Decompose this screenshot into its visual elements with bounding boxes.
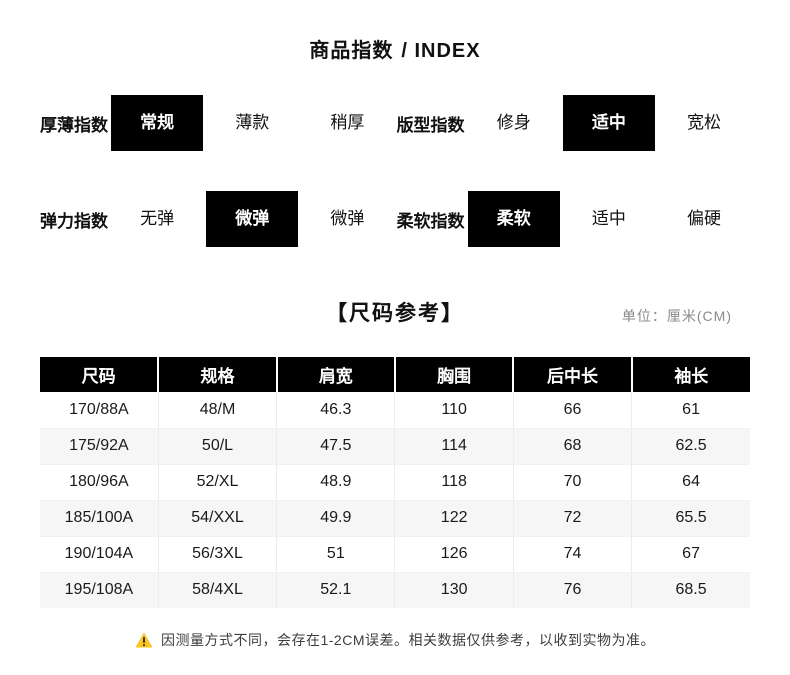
table-cell: 48/M (158, 392, 278, 429)
table-cell: 170/88A (40, 392, 159, 429)
table-row: 190/104A 56/3XL 51 126 74 67 (40, 536, 750, 573)
table-cell: 190/104A (40, 536, 159, 573)
thickness-option-regular: 常规 (111, 95, 204, 151)
size-table-header-row: 尺码 规格 肩宽 胸围 后中长 袖长 (40, 357, 750, 392)
page-title: 商品指数 / INDEX (0, 0, 790, 63)
table-cell: 66 (513, 392, 633, 429)
size-section-header: 【尺码参考】 单位：厘米(CM) (0, 297, 790, 329)
stretch-index-label: 弹力指数 (40, 211, 108, 231)
table-row: 175/92A 50/L 47.5 114 68 62.5 (40, 428, 750, 465)
stretch-option-none: 无弹 (140, 209, 175, 228)
size-table: 尺码 规格 肩宽 胸围 后中长 袖长 170/88A 48/M 46.3 110… (40, 357, 750, 608)
size-section-title: 【尺码参考】 (326, 302, 464, 325)
header-cell-size: 尺码 (40, 357, 160, 392)
footer-note: 因测量方式不同，会存在1-2CM误差。相关数据仅供参考，以收到实物为准。 (0, 630, 790, 650)
unit-label: 单位：厘米(CM) (621, 308, 732, 324)
header-cell-spec: 规格 (158, 357, 278, 392)
warning-icon (135, 632, 153, 648)
header-cell-shoulder: 肩宽 (276, 357, 396, 392)
table-cell: 65.5 (631, 500, 750, 537)
footer-note-text: 因测量方式不同，会存在1-2CM误差。相关数据仅供参考，以收到实物为准。 (160, 632, 655, 648)
table-cell: 51 (276, 536, 396, 573)
table-cell: 52/XL (158, 464, 278, 501)
softness-option-medium: 适中 (591, 209, 626, 228)
table-cell: 70 (513, 464, 633, 501)
table-cell: 118 (394, 464, 514, 501)
fit-option-loose: 宽松 (686, 113, 721, 132)
table-cell: 67 (631, 536, 750, 573)
stretch-option-slight-selected: 微弹 (206, 191, 299, 247)
header-cell-sleeve: 袖长 (631, 357, 750, 392)
thickness-index-label: 厚薄指数 (40, 115, 108, 135)
table-cell: 56/3XL (158, 536, 278, 573)
table-cell: 61 (631, 392, 750, 429)
table-row: 185/100A 54/XXL 49.9 122 72 65.5 (40, 500, 750, 537)
table-cell: 50/L (158, 428, 278, 465)
table-cell: 68.5 (675, 581, 707, 599)
table-row: 195/108A 58/4XL 52.1 130 76 68.5 (40, 572, 750, 608)
table-cell: 62.5 (631, 428, 750, 465)
table-cell: 114 (394, 428, 514, 465)
table-cell: 48.9 (276, 464, 396, 501)
table-cell: 185/100A (40, 500, 159, 537)
table-cell: 126 (394, 536, 514, 573)
table-cell: 58/4XL (158, 572, 278, 608)
page-title-en: / INDEX (401, 40, 481, 62)
table-cell: 47.5 (276, 428, 396, 465)
table-cell: 46.3 (276, 392, 396, 429)
table-cell: 76 (513, 572, 633, 608)
header-cell-back-length: 后中长 (513, 357, 633, 392)
table-cell: 74 (513, 536, 633, 573)
fit-option-medium: 适中 (562, 95, 655, 151)
table-cell: 68 (513, 428, 633, 465)
table-row: 170/88A 48/M 46.3 110 66 61 (40, 392, 750, 429)
thickness-option-thin: 薄款 (235, 113, 270, 132)
softness-option-soft: 柔软 (467, 191, 560, 247)
table-cell: 122 (394, 500, 514, 537)
table-cell: 54/XXL (158, 500, 278, 537)
thickness-option-thick: 稍厚 (330, 113, 365, 132)
page-title-cn: 商品指数 (309, 40, 394, 62)
header-cell-chest: 胸围 (394, 357, 515, 392)
table-cell: 130 (394, 572, 514, 608)
softness-index-label: 柔软指数 (396, 211, 465, 231)
fit-option-slim: 修身 (496, 113, 531, 132)
table-row: 180/96A 52/XL 48.9 118 70 64 (40, 464, 750, 501)
index-row-2: 弹力指数 无弹 微弹 微弹 柔软指数 柔软 适中 偏硬 (0, 191, 790, 247)
table-cell: 72 (513, 500, 633, 537)
table-cell: 110 (394, 392, 514, 429)
table-cell: 64 (631, 464, 750, 501)
table-cell: 180/96A (40, 464, 159, 501)
fit-index-label: 版型指数 (396, 115, 465, 135)
table-cell: 195/108A (40, 572, 159, 608)
table-cell: 52.1 (276, 572, 396, 608)
table-cell: 175/92A (40, 428, 159, 465)
softness-option-hard: 偏硬 (686, 209, 721, 228)
table-cell: 49.9 (276, 500, 396, 537)
index-row-1: 厚薄指数 常规 薄款 稍厚 版型指数 修身 适中 宽松 (0, 95, 790, 151)
stretch-option-slight: 微弹 (330, 209, 365, 228)
